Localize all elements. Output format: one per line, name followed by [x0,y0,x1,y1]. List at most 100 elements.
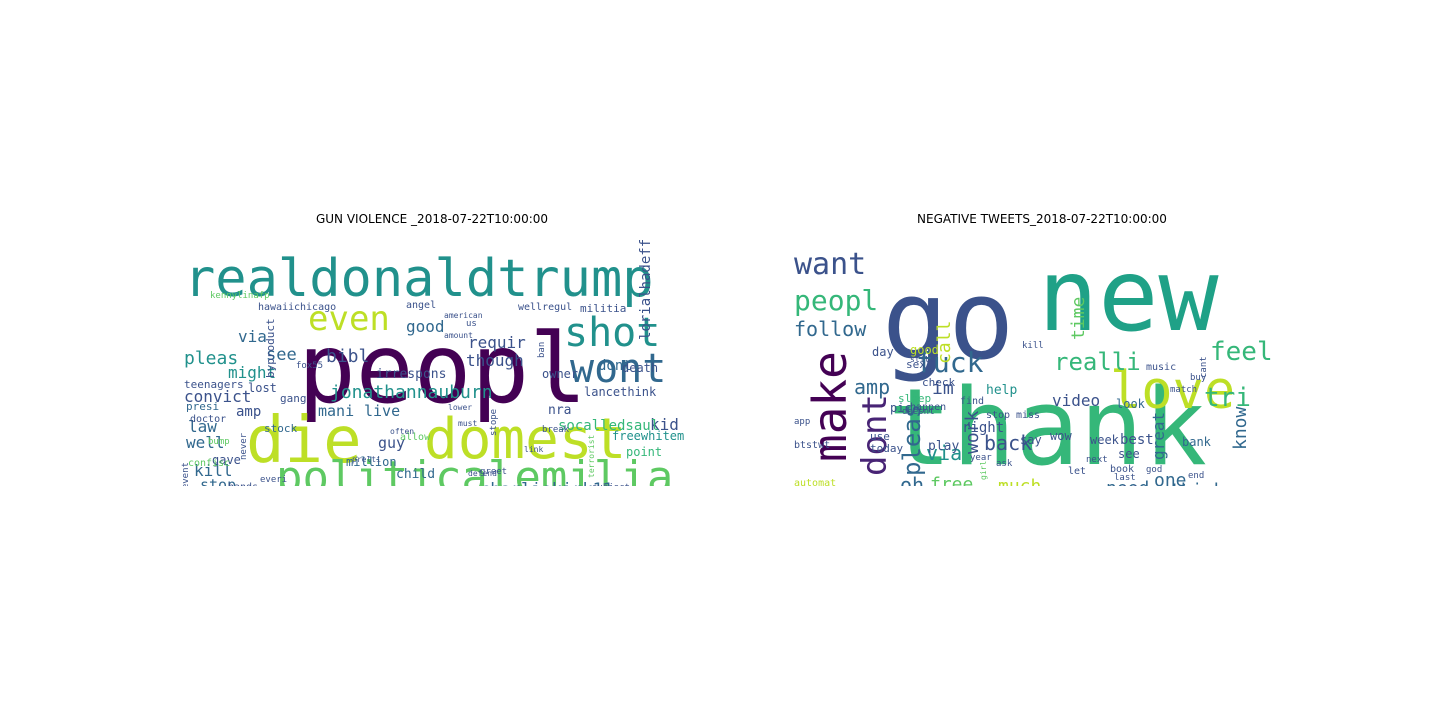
word-nra: nra [548,403,571,418]
word-live: live [364,402,400,420]
word-dont: dont [598,358,632,374]
word-wow: wow [1050,429,1072,443]
word-hawaii: hawaii [258,302,294,313]
word-one: one [1154,470,1187,486]
word-buy: buy [1190,373,1207,383]
word-much: much [998,476,1041,486]
word-oh: oh [900,473,924,486]
word-point: point [626,445,662,459]
word-militia: militia [580,302,626,315]
word-last: last [1114,473,1136,483]
word-subject: subject [592,483,630,486]
word-year: year [970,453,992,463]
word-death: death [622,361,658,375]
wordcloud-gun-violence: peopl realdonaldtrump die domest politicalem… [180,230,684,486]
word-kid: kid [650,415,679,434]
word-time: time [1068,297,1089,340]
word-even: even [308,299,390,339]
word-cant: cant [1199,356,1209,378]
word-know: know [1230,406,1251,450]
word-teenagers: teenagers [184,378,244,391]
word-domest: domest [424,407,626,472]
word-free: free [930,474,973,486]
word-video: video [1052,391,1100,410]
word-kennylinafp: kennylinafp [210,291,270,301]
word-realdonaldtrump: realdonaldtrump [184,249,654,309]
word-prelti: prelti [352,455,381,464]
word-girl: girl [979,461,988,480]
word-confisc: confisc [188,458,230,469]
word-never: never [239,432,249,460]
word-wellregul: wellregul [518,302,572,313]
word-million: million [346,455,397,469]
word-fox55: fox55 [296,361,323,371]
word-feel: feel [1210,337,1273,367]
word-via: via [238,327,267,346]
word-chicago: chicago [294,302,336,313]
word-fuck: fuck [916,346,984,379]
word-bibl: bibl [326,346,369,367]
word-gave: gave [212,453,241,467]
word-doesnt: doesnt [902,407,935,417]
word-angel: angel [406,300,436,311]
word-match: match [1170,385,1197,395]
word-love: love [1110,361,1235,421]
word-go: go [882,256,1014,384]
word-need: need [1106,478,1149,486]
word-peopl: peopl [794,284,878,317]
word-ask: ask [996,459,1013,469]
chart-title: GUN VIOLENCE _2018-07-22T10:00:00 [315,212,549,226]
word-work: work [962,410,983,454]
word-everi: everi [260,475,287,485]
word-best: best [1120,432,1154,448]
word-freewhitemal: freewhitemal [612,429,684,443]
word-must: must [458,419,477,428]
word-lancethink: lancethink [584,385,657,399]
word-lorialhadeff: lorialhadeff [638,239,654,340]
word-charliekirk11: charliekirk11 [480,480,613,486]
word-sleep: sleep [898,392,931,405]
word-irrespons: irrespons [376,367,446,382]
word-great: great [1149,412,1168,460]
word-lol: lol [1122,485,1138,486]
word-happen: happen [910,402,946,413]
word-link: link [524,445,543,454]
word-look: look [1116,397,1146,411]
word-thank: thank [888,366,1207,486]
word-requir: requir [468,333,526,352]
word-gang: gang [280,392,307,405]
word-us: us [466,319,477,329]
word-pic: pic [890,401,912,415]
word-allow: allow [400,432,431,443]
word-good: good [406,317,445,336]
word-want: want [794,247,866,282]
word-sex: sex [906,358,926,371]
word-convict: convict [184,387,251,406]
word-check: check [922,376,955,389]
word-via: via [926,441,962,465]
word-back: back [984,431,1032,455]
word-pleas: pleas [898,404,926,476]
word-think: think [1170,480,1224,486]
word-guy: guy [378,434,405,452]
wordcloud-panel-negative-tweets: NEGATIVE TWEETS_2018-07-22T10:00:00 go ne… [790,212,1294,488]
word-dont: dont [855,394,895,476]
wordcloud-negative-tweets: go new thank make love want peopl follow fuck fee… [790,230,1294,486]
word-use: use [870,430,890,443]
word-app: app [794,417,810,427]
word-byproduct: byproduct [264,318,277,378]
word-american: american [444,311,483,320]
word-miss: miss [1016,410,1040,421]
word-stop: stop [986,410,1010,421]
word-day: day [872,345,894,359]
word-call: call [934,321,955,364]
word-greet: greet [480,467,507,477]
word-stop: stop [200,476,236,486]
word-stock: stock [264,422,297,435]
word-music: music [1146,362,1176,373]
word-still: still [910,355,934,364]
word-kill: kill [194,461,233,480]
word-doctor: doctor [190,414,226,425]
word-today: today [870,442,903,455]
